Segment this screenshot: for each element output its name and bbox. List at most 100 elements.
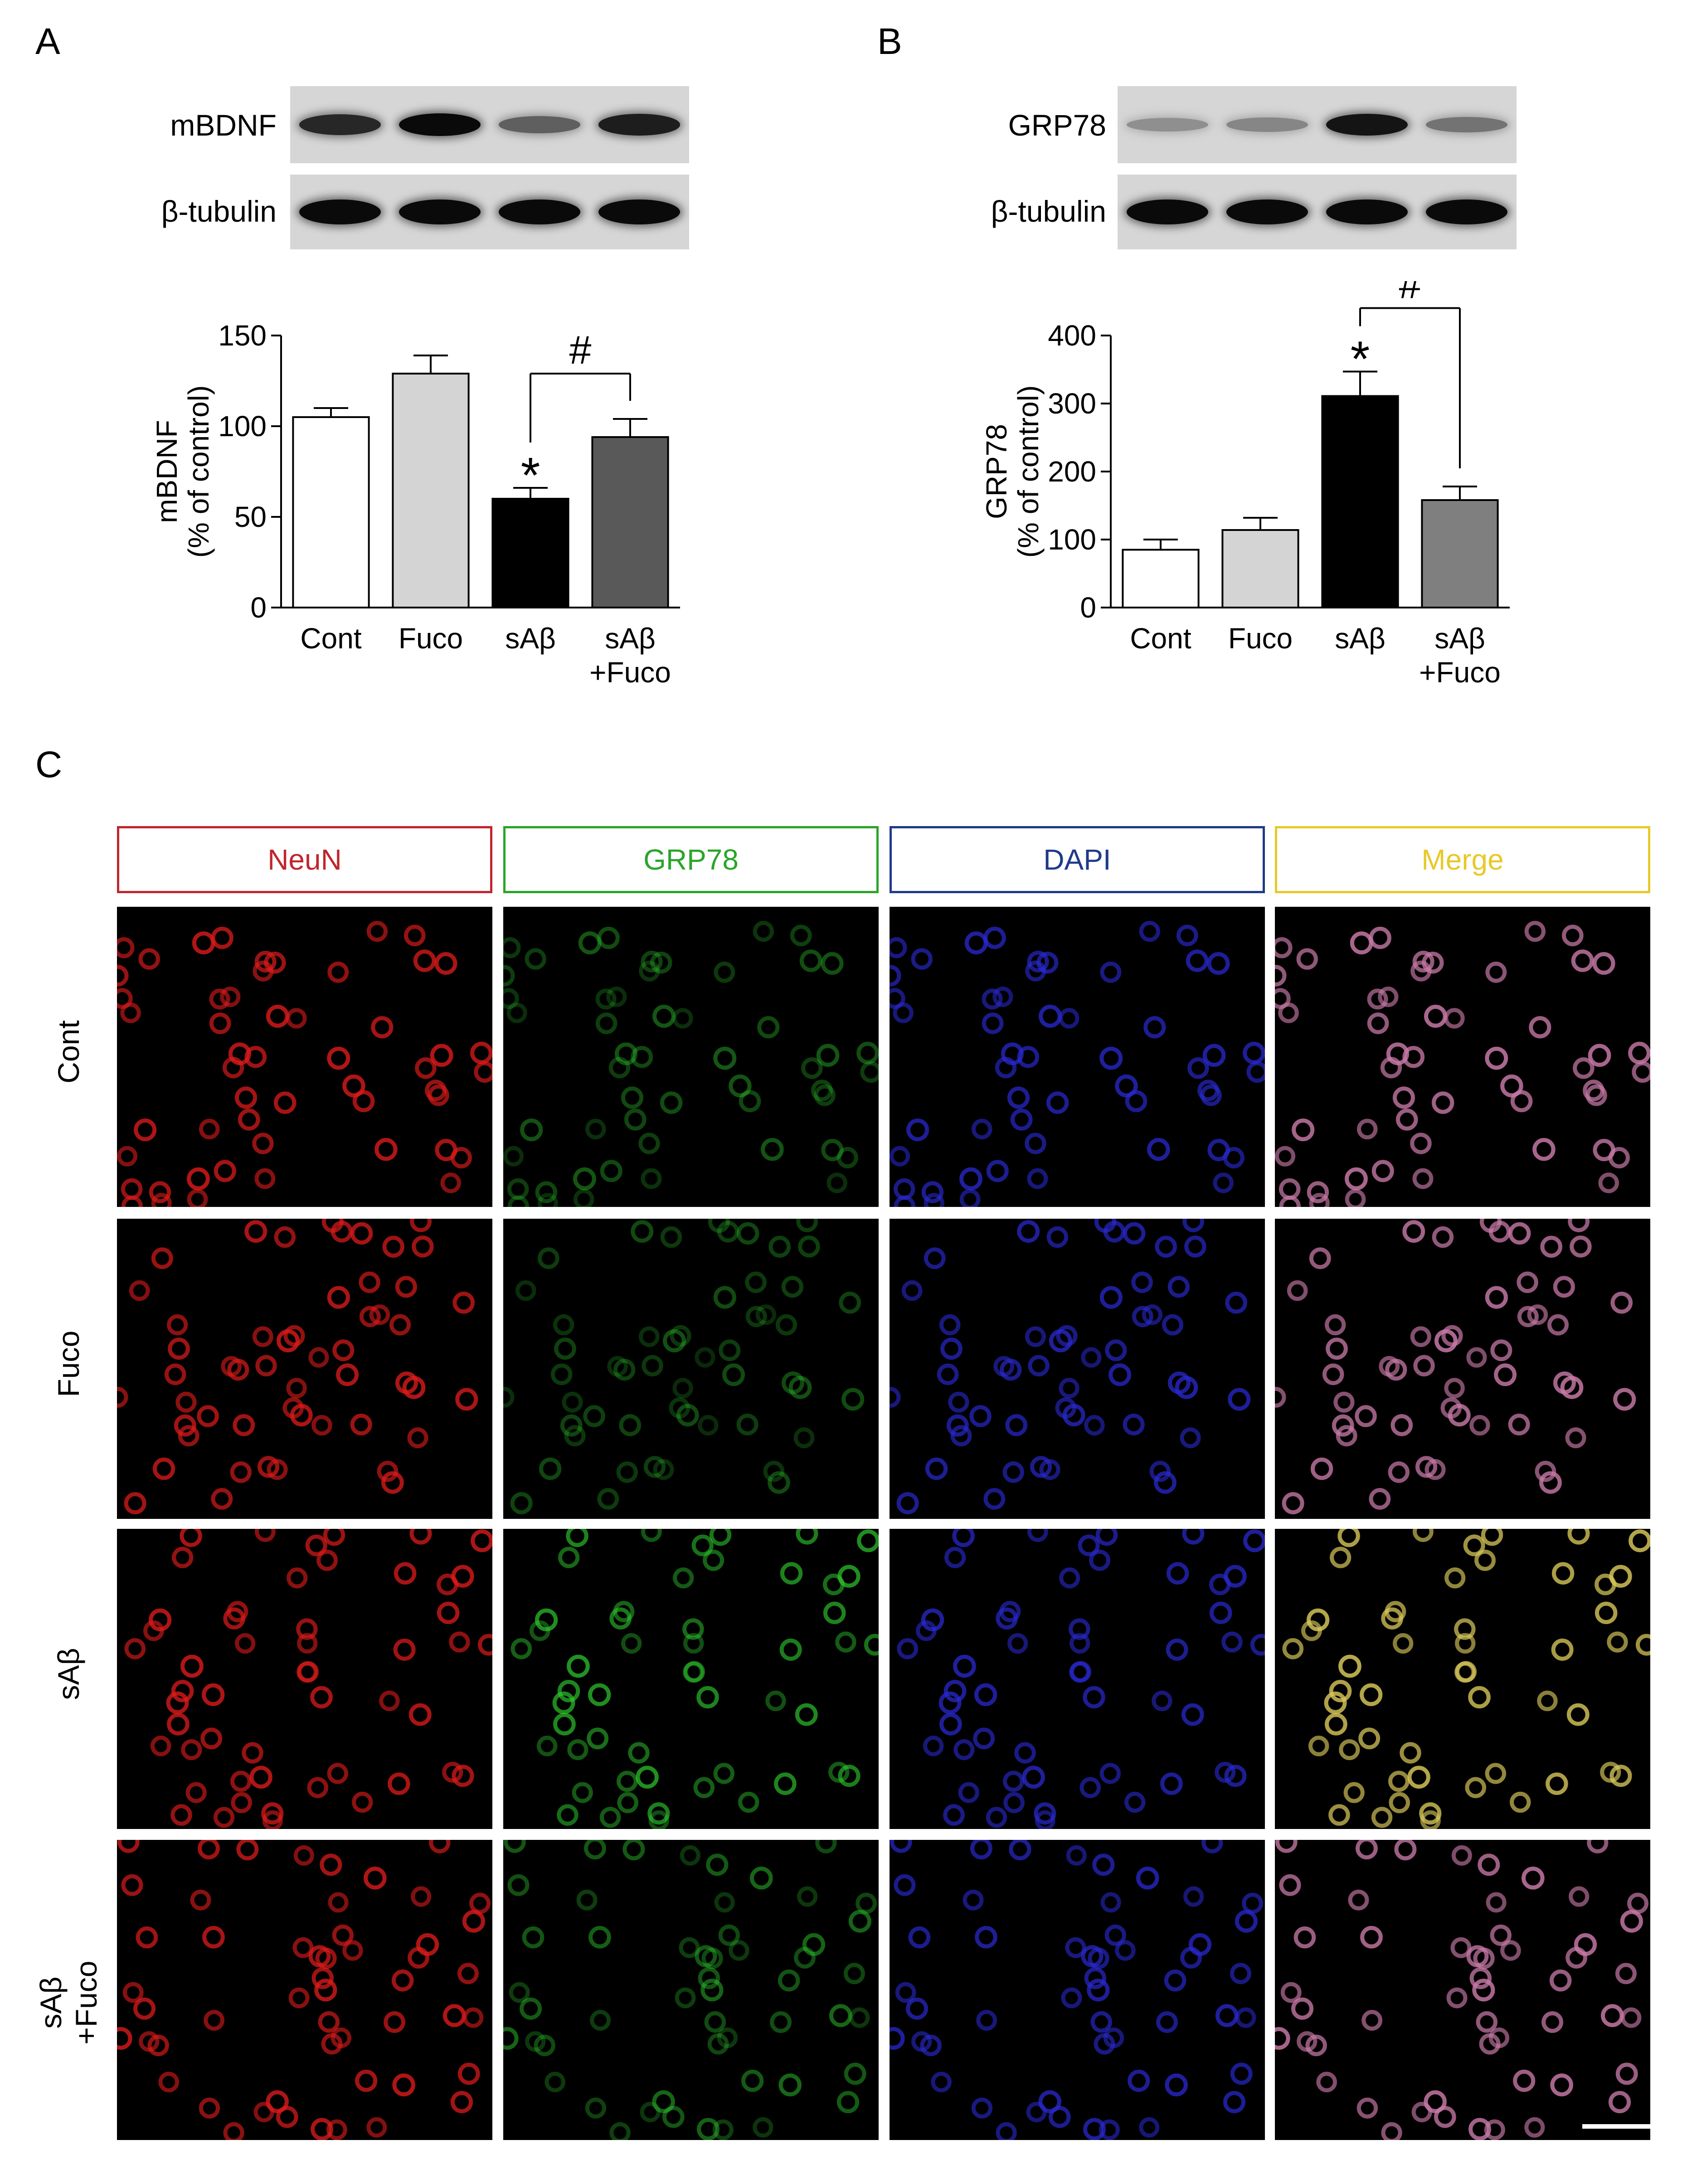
cell xyxy=(1615,2062,1638,2085)
cell xyxy=(395,1276,417,1298)
cell xyxy=(242,1742,263,1764)
cell xyxy=(1479,2033,1501,2055)
cell xyxy=(796,1529,818,1545)
cell xyxy=(1165,2073,1188,2096)
cell xyxy=(202,1683,225,1707)
cell xyxy=(1628,1041,1650,1065)
cell xyxy=(573,1167,596,1191)
cell xyxy=(1084,1415,1105,1436)
cell xyxy=(901,1280,923,1301)
cell xyxy=(274,1226,296,1248)
cell xyxy=(1476,2011,1498,2033)
cell xyxy=(755,1304,777,1325)
cell xyxy=(371,1016,394,1039)
bar xyxy=(1221,529,1299,608)
cell xyxy=(311,1415,332,1436)
cell xyxy=(714,961,735,983)
cell xyxy=(180,1529,202,1547)
cell xyxy=(1635,1634,1650,1656)
cell xyxy=(320,1853,342,1876)
cell xyxy=(585,1119,606,1140)
cell xyxy=(793,1427,815,1449)
cell xyxy=(452,1291,475,1314)
cell xyxy=(394,1562,417,1585)
cell xyxy=(821,952,844,975)
cell xyxy=(1484,2119,1505,2140)
panel-label-b: B xyxy=(877,21,902,62)
bar xyxy=(392,373,470,608)
cell xyxy=(642,1355,663,1377)
cell xyxy=(1105,1339,1127,1362)
cell xyxy=(1026,2101,1047,2122)
cell xyxy=(583,1405,605,1427)
cell xyxy=(314,1979,337,2002)
cell xyxy=(837,1565,861,1588)
cell xyxy=(1358,1727,1381,1750)
cell xyxy=(607,1356,628,1377)
cell xyxy=(940,1338,963,1360)
cell xyxy=(1009,1840,1031,1861)
cell xyxy=(669,1397,690,1419)
cell xyxy=(640,2101,661,2122)
cell xyxy=(1125,1090,1147,1113)
cell xyxy=(1221,1631,1243,1653)
cell xyxy=(1275,1386,1286,1408)
cell xyxy=(718,1924,740,1946)
cell xyxy=(673,1567,694,1589)
cell xyxy=(964,931,988,955)
cell xyxy=(959,1167,982,1191)
cell xyxy=(510,1638,532,1659)
cell xyxy=(631,1220,654,1243)
cell xyxy=(428,1084,449,1106)
cell xyxy=(973,1727,995,1750)
cell xyxy=(923,1736,944,1756)
cell xyxy=(1292,1118,1315,1142)
cell xyxy=(515,1280,536,1301)
cell xyxy=(463,2007,484,2028)
cell xyxy=(1180,1427,1201,1449)
cell xyxy=(695,1347,715,1368)
significance-star: * xyxy=(521,448,540,503)
cell xyxy=(342,1940,363,1961)
cell xyxy=(1494,1363,1517,1386)
blot-b-loading-strip xyxy=(1118,175,1517,249)
micrograph xyxy=(1275,1840,1650,2140)
cell xyxy=(1136,1866,1159,1890)
cell xyxy=(197,1405,219,1427)
cell xyxy=(211,1488,233,1510)
cell xyxy=(944,1547,966,1568)
cell xyxy=(233,1414,255,1436)
panel-label-c: C xyxy=(35,744,63,785)
cell xyxy=(638,1326,660,1347)
cell xyxy=(311,1967,334,1989)
cell xyxy=(1296,948,1318,970)
cell xyxy=(1446,1987,1468,2009)
cell xyxy=(641,1529,662,1542)
blot-band xyxy=(1126,117,1209,132)
cell xyxy=(921,1181,944,1203)
cell xyxy=(639,960,660,982)
blot-band xyxy=(1226,199,1308,224)
cell xyxy=(253,2101,274,2122)
cell xyxy=(653,1459,674,1480)
cell xyxy=(1607,1631,1628,1653)
cell xyxy=(1337,1529,1360,1547)
cell xyxy=(1371,1807,1393,1828)
cell xyxy=(442,2004,466,2027)
cell xyxy=(969,1405,992,1427)
cell xyxy=(1002,1771,1024,1792)
cell xyxy=(802,1933,826,1956)
cell xyxy=(1369,926,1391,949)
cell xyxy=(1524,2117,1545,2138)
cell xyxy=(1431,1091,1454,1114)
cell xyxy=(890,1840,912,1853)
cell xyxy=(714,1892,735,1913)
cell xyxy=(143,1620,164,1641)
cell xyxy=(1469,1415,1490,1436)
cell xyxy=(765,1690,786,1712)
cell xyxy=(1039,1005,1062,1028)
cell xyxy=(1282,1638,1304,1659)
cell xyxy=(976,2010,997,2031)
bar xyxy=(1321,395,1399,608)
cell xyxy=(1371,1160,1394,1182)
